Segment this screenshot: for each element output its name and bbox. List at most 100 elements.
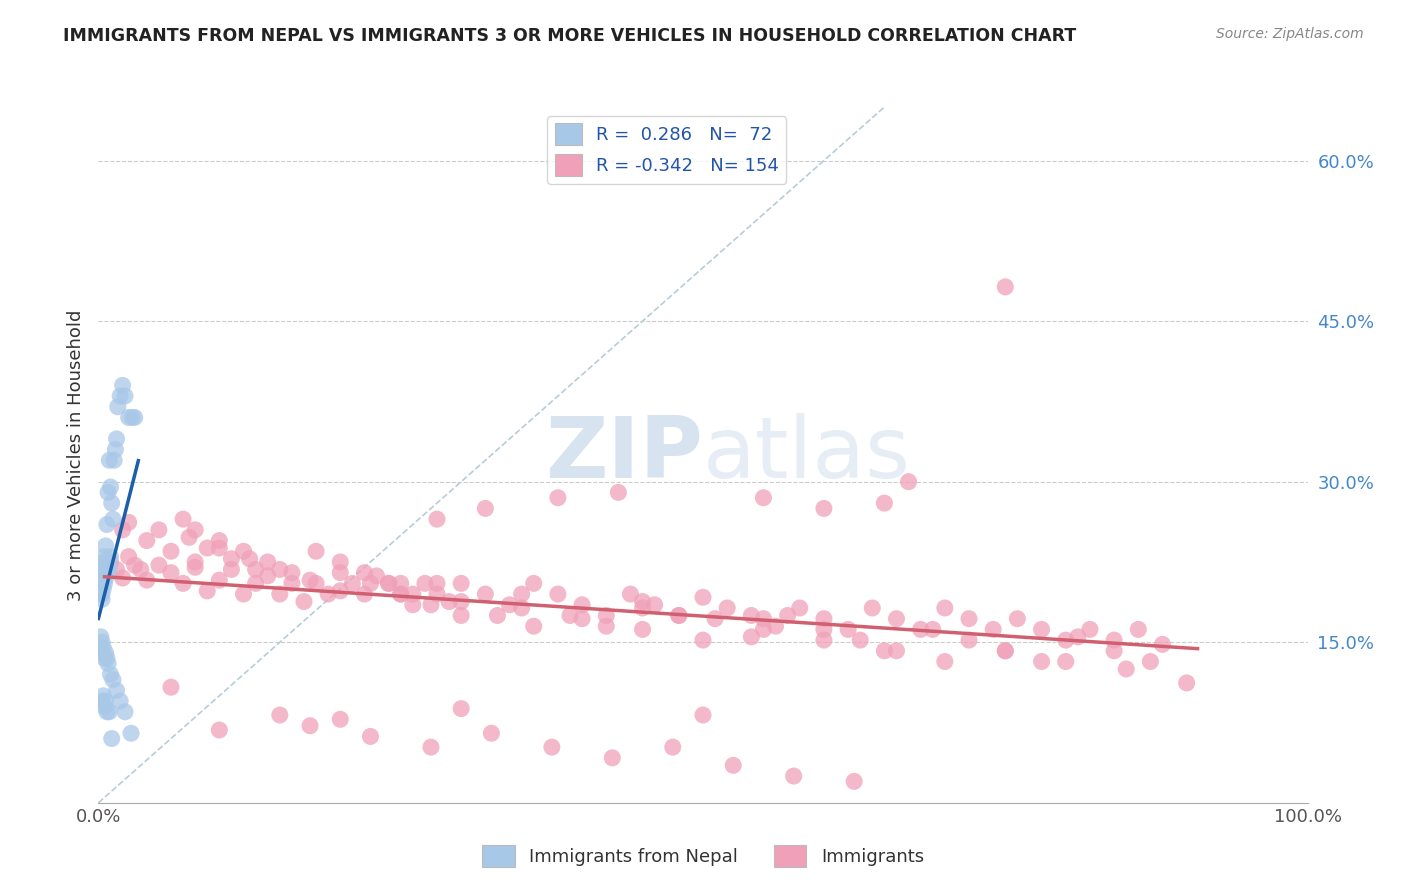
Point [172,576,194,591]
Point [571,598,593,612]
Point [94,571,117,585]
Point [292,594,315,608]
Point [619,587,641,601]
Point [93,560,115,574]
Point [1152,637,1174,651]
Text: atlas: atlas [703,413,911,497]
Point [540,740,562,755]
Point [281,566,304,580]
Point [90,566,112,580]
Point [402,587,425,601]
Point [1031,623,1053,637]
Point [104,442,127,457]
Point [114,389,136,403]
Point [740,608,762,623]
Point [179,530,201,544]
Point [118,410,141,425]
Point [595,619,617,633]
Point [221,562,243,576]
Point [1102,644,1125,658]
Point [994,280,1017,294]
Point [752,612,775,626]
Point [103,453,125,467]
Point [91,592,114,607]
Point [360,576,382,591]
Point [837,623,859,637]
Point [413,576,436,591]
Point [329,555,352,569]
Point [208,573,231,587]
Point [1031,655,1053,669]
Point [96,705,118,719]
Point [90,576,112,591]
Point [111,523,134,537]
Point [148,558,170,573]
Point [910,623,932,637]
Point [498,598,520,612]
Point [111,378,134,392]
Point [474,587,496,601]
Point [631,594,654,608]
Point [607,485,630,500]
Point [232,544,254,558]
Point [100,731,122,746]
Point [329,583,352,598]
Point [692,591,714,605]
Point [129,562,152,576]
Point [342,576,364,591]
Point [402,598,425,612]
Point [873,496,896,510]
Point [208,541,231,555]
Point [135,533,157,548]
Point [486,608,509,623]
Point [426,512,449,526]
Point [886,612,908,626]
Point [91,582,114,596]
Point [100,667,122,681]
Point [281,576,304,591]
Point [510,587,533,601]
Point [1128,623,1150,637]
Point [547,491,569,505]
Point [90,560,112,574]
Point [98,453,121,467]
Point [692,708,714,723]
Point [195,541,218,555]
Point [776,608,799,623]
Point [90,571,112,585]
Point [256,555,278,569]
Point [93,566,115,580]
Point [100,549,122,564]
Point [90,630,112,644]
Point [420,598,443,612]
Point [208,723,231,737]
Point [716,601,738,615]
Point [813,623,835,637]
Point [94,694,117,708]
Point [426,576,449,591]
Point [353,566,375,580]
Point [849,633,872,648]
Point [114,705,136,719]
Point [957,633,980,648]
Point [135,573,157,587]
Point [89,587,111,601]
Point [740,630,762,644]
Point [921,623,943,637]
Point [299,573,322,587]
Point [118,516,141,530]
Point [90,640,112,655]
Point [661,740,683,755]
Point [752,623,775,637]
Point [97,485,120,500]
Point [89,576,111,591]
Text: ZIP: ZIP [546,413,703,497]
Point [91,694,114,708]
Point [195,583,218,598]
Point [90,582,112,596]
Point [897,475,920,489]
Point [377,576,399,591]
Point [558,608,581,623]
Point [523,576,546,591]
Point [595,608,617,623]
